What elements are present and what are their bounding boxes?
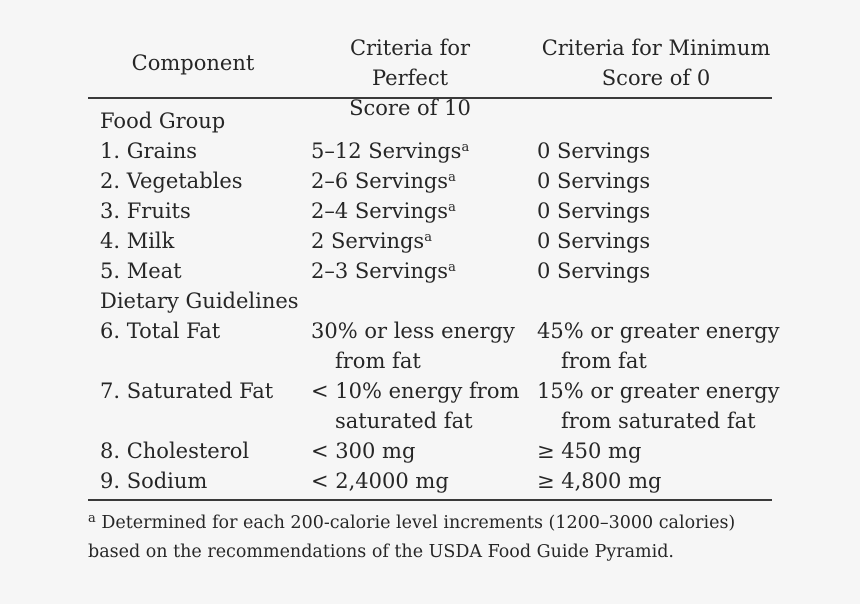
header-perfect-line1: Criteria for Perfect [349, 36, 471, 90]
cell-component: 4. Milk [100, 229, 175, 253]
bottom-rule [88, 499, 772, 501]
header-perfect-score: Criteria for Perfect Score of 10 [310, 33, 510, 123]
header-minimum-score: Criteria for Minimum Score of 0 [536, 33, 776, 93]
table-row: 9. Sodium < 2,4000 mg ≥ 4,800 mg [88, 466, 772, 496]
cell-minimum-criteria: 15% or greater energy from saturated fat [537, 376, 779, 436]
cell-component: 3. Fruits [100, 199, 191, 223]
table-footnote: a Determined for each 200-calorie level … [88, 509, 778, 567]
minimum-text: 0 Servings [537, 229, 651, 253]
cell-component: Dietary Guidelines [100, 289, 299, 313]
perfect-text: 2–4 Servings [311, 199, 449, 223]
table-body: Food Group 1. Grains 5–12 Servingsa 0 Servi… [88, 106, 779, 496]
cell-perfect-criteria: 2–3 Servingsa [311, 256, 456, 286]
minimum-text: 0 Servings [537, 199, 651, 223]
table-row: 6. Total Fat 30% or less energy from fat 45… [88, 316, 779, 376]
minimum-text: 0 Servings [537, 259, 651, 283]
cell-minimum-criteria: 0 Servings [537, 196, 650, 226]
cell-perfect-criteria: 2–4 Servingsa [311, 196, 456, 226]
cell-component: 9. Sodium [100, 469, 208, 493]
footnote-marker: a [88, 511, 96, 527]
footnote-ref: a [424, 230, 432, 245]
footnote-ref: a [448, 170, 456, 185]
minimum-text-continued: from fat [561, 349, 647, 373]
minimum-text: 0 Servings [537, 169, 651, 193]
header-minimum-line1: Criteria for Minimum [541, 36, 771, 60]
cell-perfect-criteria: < 10% energy from saturated fat [311, 376, 519, 436]
table-row: Dietary Guidelines [88, 286, 772, 316]
cell-minimum-criteria: ≥ 450 mg [537, 436, 641, 466]
perfect-text: < 2,4000 mg [311, 469, 449, 493]
table-row: 8. Cholesterol < 300 mg ≥ 450 mg [88, 436, 772, 466]
perfect-text: < 300 mg [311, 439, 416, 463]
header-rule [88, 97, 772, 99]
perfect-text-continued: from fat [335, 349, 421, 373]
perfect-text: 5–12 Servings [311, 139, 462, 163]
table-row: 1. Grains 5–12 Servingsa 0 Servings [88, 136, 772, 166]
header-minimum-line2: Score of 0 [601, 66, 711, 90]
cell-perfect-criteria: 2 Servingsa [311, 226, 432, 256]
cell-minimum-criteria: 0 Servings [537, 136, 650, 166]
table-row: 5. Meat 2–3 Servingsa 0 Servings [88, 256, 772, 286]
cell-minimum-criteria: 0 Servings [537, 166, 650, 196]
cell-component: 2. Vegetables [100, 169, 243, 193]
cell-component: 5. Meat [100, 259, 182, 283]
perfect-text: < 10% energy from [311, 379, 520, 403]
footnote-ref: a [448, 260, 456, 275]
header-component: Component [131, 51, 255, 75]
table-header: Component Criteria for Perfect Score of … [88, 0, 772, 120]
perfect-text: 2 Servings [311, 229, 425, 253]
cell-minimum-criteria: 0 Servings [537, 256, 650, 286]
minimum-text-continued: from saturated fat [561, 409, 756, 433]
perfect-text: 2–6 Servings [311, 169, 449, 193]
cell-perfect-criteria: 5–12 Servingsa [311, 136, 469, 166]
cell-perfect-criteria: < 2,4000 mg [311, 466, 449, 496]
cell-component: 7. Saturated Fat [100, 379, 274, 403]
footnote-text: Determined for each 200-calorie level in… [88, 513, 736, 562]
footnote-ref: a [448, 200, 456, 215]
header-perfect-line2: Score of 10 [349, 96, 471, 120]
minimum-text: 15% or greater energy [537, 379, 780, 403]
minimum-text: 0 Servings [537, 139, 651, 163]
cell-minimum-criteria: 0 Servings [537, 226, 650, 256]
minimum-text: ≥ 450 mg [537, 439, 642, 463]
cell-minimum-criteria: 45% or greater energy from fat [537, 316, 779, 376]
footnote-ref: a [461, 140, 470, 155]
table-row: 3. Fruits 2–4 Servingsa 0 Servings [88, 196, 772, 226]
cell-perfect-criteria: 30% or less energy from fat [311, 316, 515, 376]
perfect-text: 30% or less energy [311, 319, 515, 343]
table-row: 4. Milk 2 Servingsa 0 Servings [88, 226, 772, 256]
perfect-text-continued: saturated fat [335, 409, 473, 433]
perfect-text: 2–3 Servings [311, 259, 449, 283]
cell-component: 8. Cholesterol [100, 439, 250, 463]
cell-component: 1. Grains [100, 139, 198, 163]
cell-component: 6. Total Fat [100, 319, 221, 343]
cell-perfect-criteria: 2–6 Servingsa [311, 166, 456, 196]
minimum-text: ≥ 4,800 mg [537, 469, 662, 493]
minimum-text: 45% or greater energy [537, 319, 780, 343]
cell-minimum-criteria: ≥ 4,800 mg [537, 466, 661, 496]
cell-perfect-criteria: < 300 mg [311, 436, 415, 466]
table-row: 2. Vegetables 2–6 Servingsa 0 Servings [88, 166, 772, 196]
cell-component: Food Group [100, 109, 226, 133]
table-row: Food Group [88, 106, 772, 136]
table-row: 7. Saturated Fat < 10% energy from saturat… [88, 376, 779, 436]
